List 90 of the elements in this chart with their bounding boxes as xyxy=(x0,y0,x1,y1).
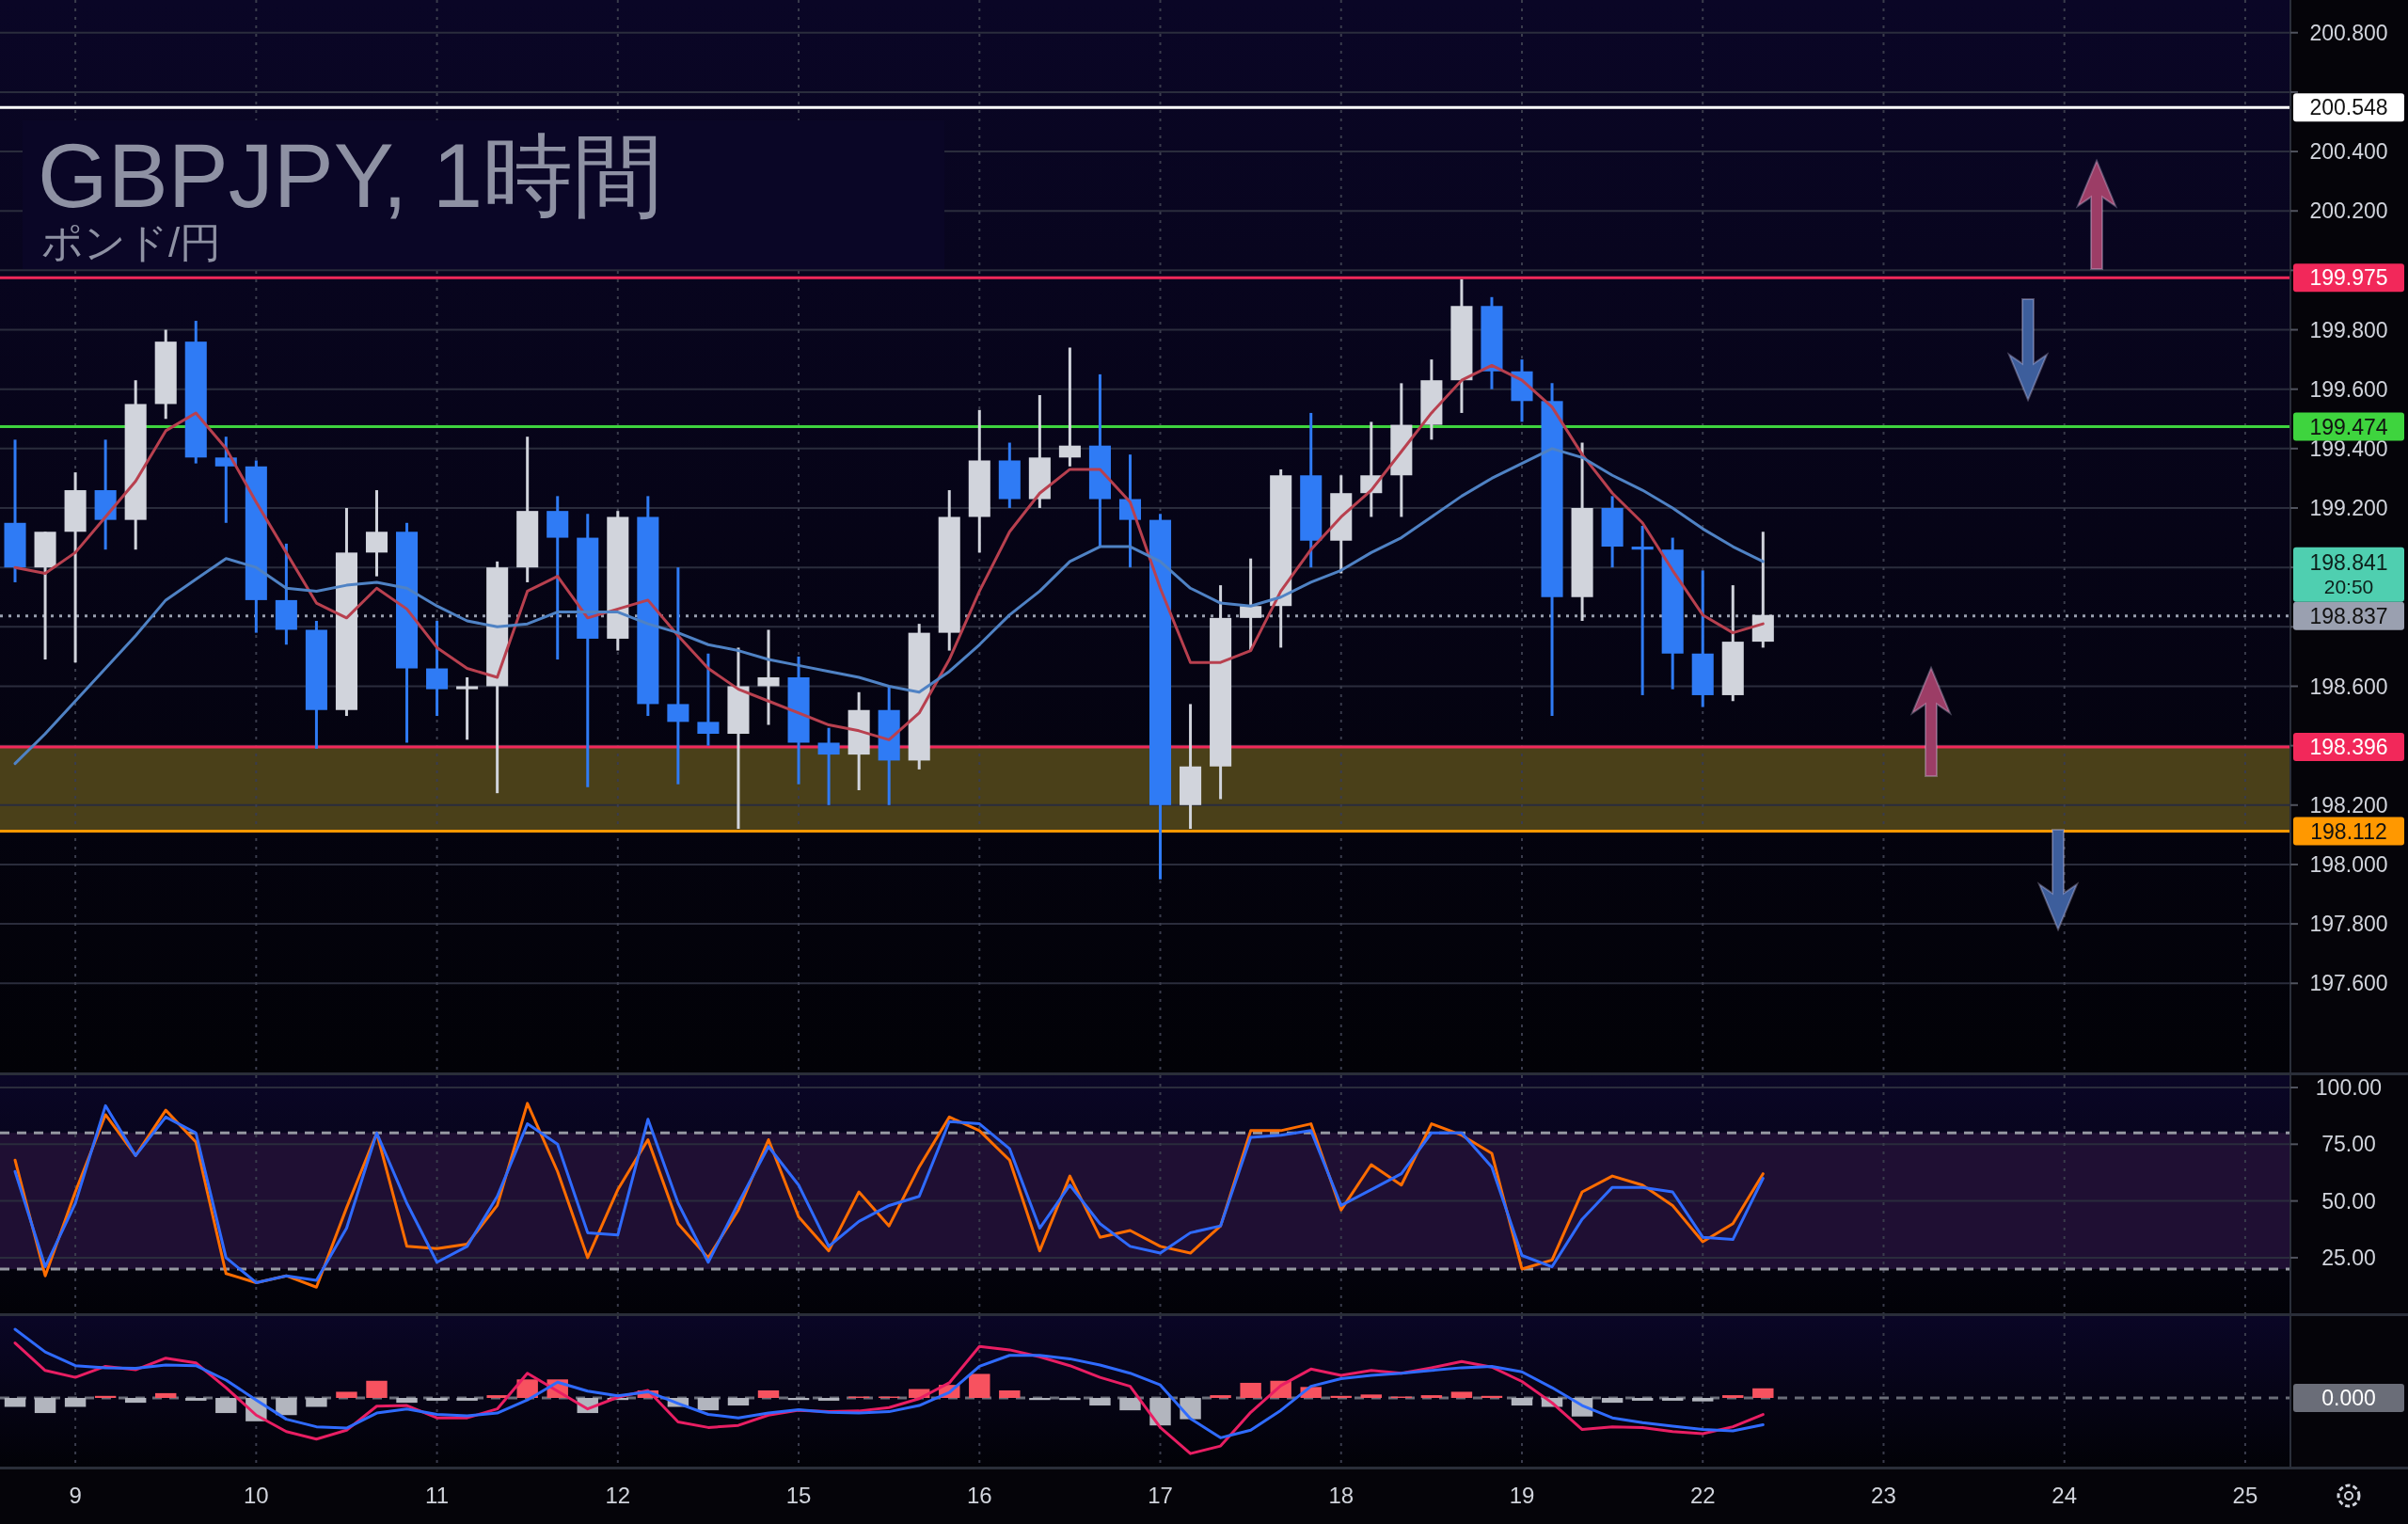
bar xyxy=(1119,1398,1141,1411)
bar xyxy=(787,1398,810,1401)
candlestick xyxy=(757,629,780,725)
x-tick-label: 12 xyxy=(605,1483,631,1509)
y-tick-label: 199.600 xyxy=(2309,376,2388,402)
ref-line-label: 198.112 xyxy=(2310,818,2387,844)
bar xyxy=(306,1398,327,1407)
bar xyxy=(185,1398,207,1401)
bar xyxy=(697,1398,720,1411)
bar xyxy=(124,1398,147,1404)
x-tick-label: 22 xyxy=(1689,1483,1716,1509)
ref-line-label: 199.975 xyxy=(2309,265,2388,291)
candlestick xyxy=(1631,524,1654,695)
bar xyxy=(1059,1398,1081,1401)
y-tick-label: 75.00 xyxy=(2321,1132,2376,1157)
y-tick-label: 200.400 xyxy=(2309,139,2388,165)
candlestick xyxy=(697,653,720,746)
bar xyxy=(817,1398,840,1401)
bar xyxy=(1722,1395,1744,1398)
y-tick-label: 198.000 xyxy=(2309,852,2388,877)
bar xyxy=(1661,1398,1684,1401)
candlestick xyxy=(365,490,388,577)
bar xyxy=(486,1395,508,1398)
y-tick-label: 100.00 xyxy=(2315,1075,2383,1101)
bar xyxy=(1029,1398,1051,1401)
bar xyxy=(1210,1395,1231,1398)
bar xyxy=(276,1398,297,1416)
x-tick-label: 23 xyxy=(1871,1483,1896,1509)
bar xyxy=(64,1398,87,1407)
x-tick-label: 16 xyxy=(966,1483,992,1509)
y-tick-label: 198.600 xyxy=(2309,674,2388,699)
bar xyxy=(727,1398,750,1406)
y-tick-label: 199.800 xyxy=(2309,317,2388,342)
text: 20:50 xyxy=(2323,576,2374,598)
x-tick-label: 19 xyxy=(1509,1483,1535,1509)
x-tick-label: 25 xyxy=(2232,1483,2258,1509)
ref-line-label: 200.548 xyxy=(2309,95,2388,120)
bar xyxy=(1420,1395,1443,1398)
line-series xyxy=(13,447,1765,766)
bar xyxy=(1631,1398,1654,1401)
x-tick-label: 11 xyxy=(425,1483,450,1509)
x-tick-label: 15 xyxy=(785,1483,812,1509)
x-tick-label: 18 xyxy=(1328,1483,1354,1509)
bar xyxy=(1089,1398,1111,1406)
bar xyxy=(1450,1391,1473,1398)
candlestick xyxy=(817,727,840,805)
x-tick-label: 10 xyxy=(243,1483,269,1509)
bar xyxy=(1692,1398,1714,1402)
y-tick-label: 199.200 xyxy=(2309,496,2388,521)
bar xyxy=(426,1398,448,1401)
x-tick-label: 17 xyxy=(1148,1483,1173,1509)
bar xyxy=(366,1380,388,1398)
ref-line-label: 198.396 xyxy=(2309,734,2388,759)
bar xyxy=(1360,1394,1383,1398)
bar xyxy=(4,1398,26,1407)
bar xyxy=(999,1389,1021,1398)
candlestick xyxy=(426,621,449,718)
y-tick-label: 198.200 xyxy=(2309,792,2388,818)
bar xyxy=(94,1395,117,1398)
candlestick xyxy=(456,677,479,740)
bar xyxy=(155,1392,177,1398)
bar xyxy=(757,1389,780,1398)
y-tick-label: 50.00 xyxy=(2321,1188,2376,1214)
ref-line-label: 198.837 xyxy=(2309,603,2388,628)
bar xyxy=(456,1398,478,1401)
y-tick-label: 197.600 xyxy=(2309,971,2388,996)
candlestick xyxy=(667,567,689,785)
bar xyxy=(215,1398,237,1414)
bar xyxy=(336,1391,357,1398)
bar xyxy=(1240,1382,1261,1398)
ref-line-label: 0.000 xyxy=(2321,1386,2376,1411)
candlestick xyxy=(214,437,237,523)
y-tick-label: 197.800 xyxy=(2309,912,2388,937)
bar xyxy=(1511,1398,1533,1406)
x-tick-label: 24 xyxy=(2052,1483,2078,1509)
bar xyxy=(1149,1398,1171,1426)
x-tick-label: 9 xyxy=(69,1483,82,1509)
bar xyxy=(1601,1398,1624,1404)
text: 198.841 xyxy=(2309,549,2388,575)
y-tick-label: 200.200 xyxy=(2309,198,2388,224)
y-tick-label: 25.00 xyxy=(2321,1245,2376,1270)
candlestick xyxy=(1240,558,1262,651)
bar xyxy=(34,1398,56,1414)
bar xyxy=(969,1373,990,1398)
bar xyxy=(396,1398,418,1404)
bar xyxy=(1330,1395,1352,1398)
bar xyxy=(1752,1388,1774,1398)
y-tick-label: 200.800 xyxy=(2309,20,2388,45)
candlestick xyxy=(1058,347,1081,467)
bar xyxy=(1481,1395,1503,1398)
